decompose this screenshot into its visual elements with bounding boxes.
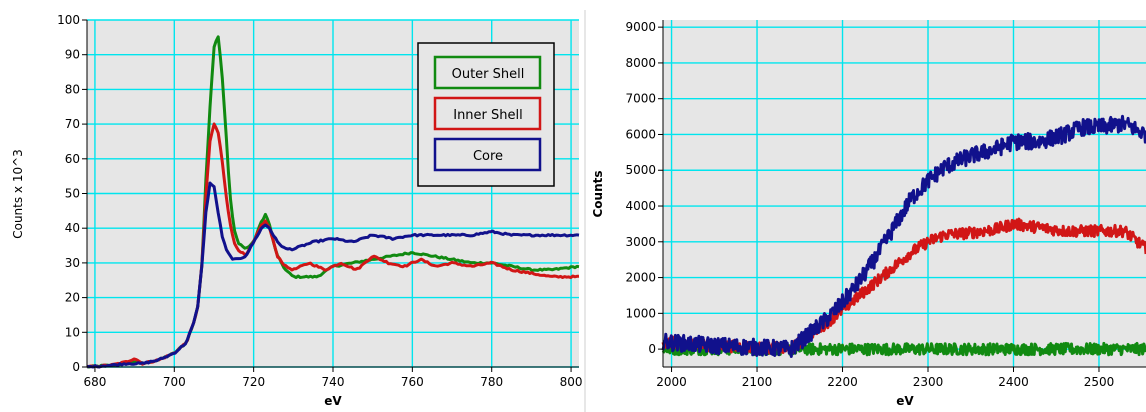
- y-tick-label: 0: [72, 360, 80, 374]
- legend-label-inner-shell: Inner Shell: [453, 108, 523, 123]
- legend-entry-outer-shell[interactable]: Outer Shell: [433, 55, 542, 90]
- legend-box-outer-shell: [433, 55, 542, 90]
- series-line-core: [661, 114, 1146, 358]
- x-gridlines: [670, 20, 1100, 367]
- axis-lines: [658, 20, 1146, 372]
- y-tick-labels: 0 10 20 30 40 50 60 70 80 90 100: [57, 13, 80, 374]
- y-tick-label: 60: [65, 152, 80, 166]
- x-tick-label: 2300: [913, 375, 944, 389]
- legend-entry-core[interactable]: Core: [433, 137, 542, 172]
- y-tick-label: 2000: [625, 271, 656, 285]
- axis-lines: [82, 19, 579, 372]
- y-tick-label: 80: [65, 82, 80, 96]
- x-tick-label: 2100: [742, 375, 773, 389]
- y-tick-label: 30: [65, 256, 80, 270]
- x-tick-label: 800: [560, 375, 583, 389]
- y-tick-label: 50: [65, 187, 80, 201]
- x-gridlines: [94, 20, 572, 367]
- y-tick-label: 3000: [625, 235, 656, 249]
- legend-entry-inner-shell[interactable]: Inner Shell: [433, 96, 542, 131]
- series-layer: [86, 35, 580, 369]
- y-tick-label: 20: [65, 291, 80, 305]
- y-tick-label: 5000: [625, 163, 656, 177]
- y-axis-title: Counts: [591, 170, 605, 217]
- y-tick-label: 4000: [625, 199, 656, 213]
- x-axis-title: eV: [896, 394, 914, 408]
- series-layer: [661, 114, 1146, 358]
- x-tick-label: 2000: [656, 375, 687, 389]
- x-tick-label: 700: [163, 375, 186, 389]
- x-tick-labels: 2000 2100 2200 2300 2400 2500: [656, 375, 1114, 389]
- y-tick-label: 1000: [625, 306, 656, 320]
- legend[interactable]: Outer Shell Inner Shell Core: [417, 42, 555, 187]
- left-chart: 0 10 20 30 40 50 60 70 80 90 100 680 700 720 740 760 78…: [11, 13, 583, 408]
- y-tick-label: 6000: [625, 127, 656, 141]
- x-tick-label: 2500: [1084, 375, 1115, 389]
- series-line-core: [86, 181, 580, 369]
- x-axis-title: eV: [324, 394, 342, 408]
- legend-label-core: Core: [473, 149, 503, 164]
- y-tick-label: 0: [648, 342, 656, 356]
- legend-box-core: [433, 137, 542, 172]
- x-tick-label: 780: [480, 375, 503, 389]
- y-tick-label: 7000: [625, 92, 656, 106]
- legend-box-inner-shell: [433, 96, 542, 131]
- x-tick-label: 2400: [998, 375, 1029, 389]
- x-tick-label: 720: [242, 375, 265, 389]
- y-tick-label: 100: [57, 13, 80, 27]
- y-tick-label: 40: [65, 221, 80, 235]
- legend-label-outer-shell: Outer Shell: [452, 67, 525, 82]
- y-tick-label: 10: [65, 325, 80, 339]
- y-axis-title: Counts x 10^3: [11, 149, 25, 239]
- y-tick-label: 8000: [625, 56, 656, 70]
- y-tick-label: 90: [65, 48, 80, 62]
- y-tick-labels: 0 1000 2000 3000 4000 5000 6000 7000 8000 9000: [625, 20, 656, 356]
- y-tick-label: 70: [65, 117, 80, 131]
- x-tick-label: 760: [401, 375, 424, 389]
- plot-area: [663, 20, 1146, 367]
- x-tick-label: 2200: [827, 375, 858, 389]
- right-chart: 0 1000 2000 3000 4000 5000 6000 7000 8000 9000 20…: [591, 20, 1146, 408]
- x-tick-labels: 680 700 720 740 760 780 800: [83, 375, 582, 389]
- y-tick-label: 9000: [625, 20, 656, 34]
- x-tick-label: 680: [83, 375, 106, 389]
- x-tick-label: 740: [322, 375, 345, 389]
